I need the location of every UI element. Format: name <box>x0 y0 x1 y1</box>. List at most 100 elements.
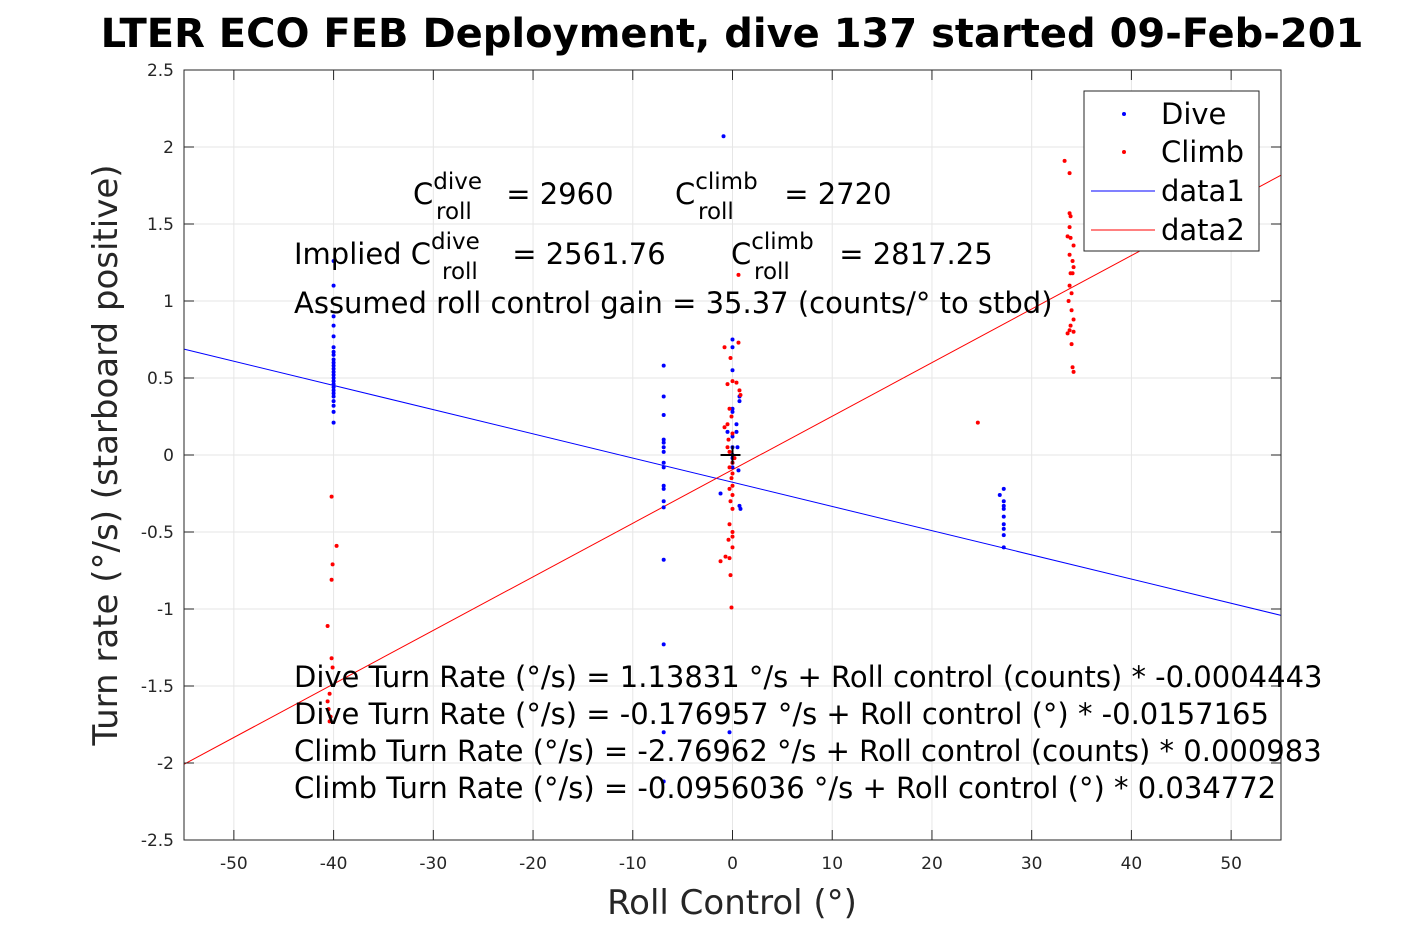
data-point-dive <box>1001 545 1006 550</box>
data-point-climb <box>728 355 733 360</box>
data-point-climb <box>728 573 733 578</box>
data-point-climb <box>1065 234 1070 239</box>
y-tick-label: 0.5 <box>147 369 174 389</box>
data-point-dive <box>730 434 735 439</box>
data-point-dive <box>661 412 666 417</box>
x-tick-label: -40 <box>320 854 348 874</box>
data-point-dive <box>331 379 336 384</box>
data-point-climb <box>1071 317 1076 322</box>
chart-title: LTER ECO FEB Deployment, dive 137 starte… <box>101 11 1364 57</box>
data-point-climb <box>718 559 723 564</box>
data-point-climb <box>730 506 735 511</box>
data-point-climb <box>326 707 331 712</box>
zero-marker <box>720 445 741 465</box>
y-tick-label: 2.5 <box>147 61 174 81</box>
data-point-dive <box>734 422 739 427</box>
y-tick-label: -0.5 <box>141 523 174 543</box>
data-point-dive <box>725 429 730 434</box>
data-point-climb <box>1071 243 1076 248</box>
data-point-dive <box>661 499 666 504</box>
data-point-climb <box>723 554 728 559</box>
annotation-implied-climb: Cclimb roll = 2817.25 <box>731 229 993 285</box>
data-point-climb <box>329 577 334 582</box>
data-point-climb <box>730 493 735 498</box>
data-point-dive <box>661 465 666 470</box>
x-tick-label: 20 <box>921 854 943 874</box>
data-point-climb <box>736 272 741 277</box>
data-point-climb <box>1071 369 1076 374</box>
data-point-dive <box>331 385 336 390</box>
data-point-dive <box>730 337 735 342</box>
data-point-climb <box>1065 331 1070 336</box>
x-tick-label: 50 <box>1220 854 1242 874</box>
annotation-c-climb: Cclimb roll = 2720 <box>675 169 892 225</box>
data-point-dive <box>661 779 666 784</box>
data-point-climb <box>730 545 735 550</box>
data-point-climb <box>1069 291 1074 296</box>
data-point-climb <box>725 445 730 450</box>
data-point-climb <box>729 414 734 419</box>
data-point-dive <box>661 437 666 442</box>
data-point-dive <box>730 368 735 373</box>
data-point-climb <box>727 522 732 527</box>
data-point-dive <box>331 394 336 399</box>
x-tick-label: 40 <box>1121 854 1143 874</box>
data-point-dive <box>1001 506 1006 511</box>
data-point-climb <box>729 605 734 610</box>
y-tick-label: -1 <box>157 600 174 620</box>
data-point-dive <box>1001 526 1006 531</box>
data-point-climb <box>728 499 733 504</box>
legend-label-climb: Climb <box>1161 135 1244 169</box>
data-point-dive <box>331 360 336 365</box>
data-point-dive <box>730 406 735 411</box>
data-point-climb <box>325 623 330 628</box>
data-point-dive <box>661 449 666 454</box>
data-point-climb <box>727 406 732 411</box>
data-point-climb <box>727 486 732 491</box>
data-point-climb <box>1069 342 1074 347</box>
data-point-climb <box>1066 299 1071 303</box>
data-point-dive <box>331 314 336 319</box>
data-point-dive <box>331 323 336 328</box>
data-point-dive <box>331 366 336 371</box>
data-point-dive <box>661 483 666 488</box>
legend: Dive Climb data1 data2 <box>1083 90 1260 252</box>
data-point-dive <box>661 445 666 450</box>
annotation-equation-3: Climb Turn Rate (°/s) = -2.76962 °/s + R… <box>294 734 1322 768</box>
data-point-dive <box>661 440 666 445</box>
data-point-climb <box>730 431 735 436</box>
data-point-dive <box>730 409 735 414</box>
data-point-climb <box>1067 211 1072 216</box>
data-point-dive <box>661 730 666 735</box>
data-point-dive <box>1001 499 1006 504</box>
data-point-dive <box>1001 486 1006 491</box>
data-point-dive <box>730 345 735 350</box>
data-point-dive <box>331 409 336 414</box>
data-point-climb <box>722 345 727 350</box>
data-point-climb <box>737 388 742 393</box>
y-axis-ticks: -2.5 -2 -1.5 -1 -0.5 0 0.5 1 1.5 2 2.5 <box>141 61 1281 851</box>
y-tick-label: -2.5 <box>141 831 174 851</box>
y-tick-label: 1.5 <box>147 215 174 235</box>
data-point-dive <box>331 283 336 288</box>
data-point-dive <box>331 357 336 362</box>
data-point-climb <box>738 392 743 397</box>
data-point-dive <box>331 399 336 404</box>
data-point-dive <box>331 382 336 387</box>
data-point-dive <box>331 376 336 380</box>
fit-lines <box>183 174 1282 765</box>
data-point-climb <box>1070 271 1075 276</box>
legend-label-dive: Dive <box>1161 97 1226 131</box>
data-point-climb <box>1069 308 1074 313</box>
data-point-dive <box>331 369 336 374</box>
x-tick-label: 0 <box>727 854 738 874</box>
data-point-dive <box>661 642 666 647</box>
fit-line-data1 <box>183 348 1282 616</box>
data-point-climb <box>726 537 731 542</box>
data-point-climb <box>725 382 730 387</box>
annotation-implied-dive: Implied Cdive roll = 2561.76 <box>294 229 666 285</box>
data-point-climb <box>1070 365 1075 370</box>
x-axis-title: Roll Control (°) <box>607 883 857 923</box>
data-point-climb <box>1070 258 1075 263</box>
